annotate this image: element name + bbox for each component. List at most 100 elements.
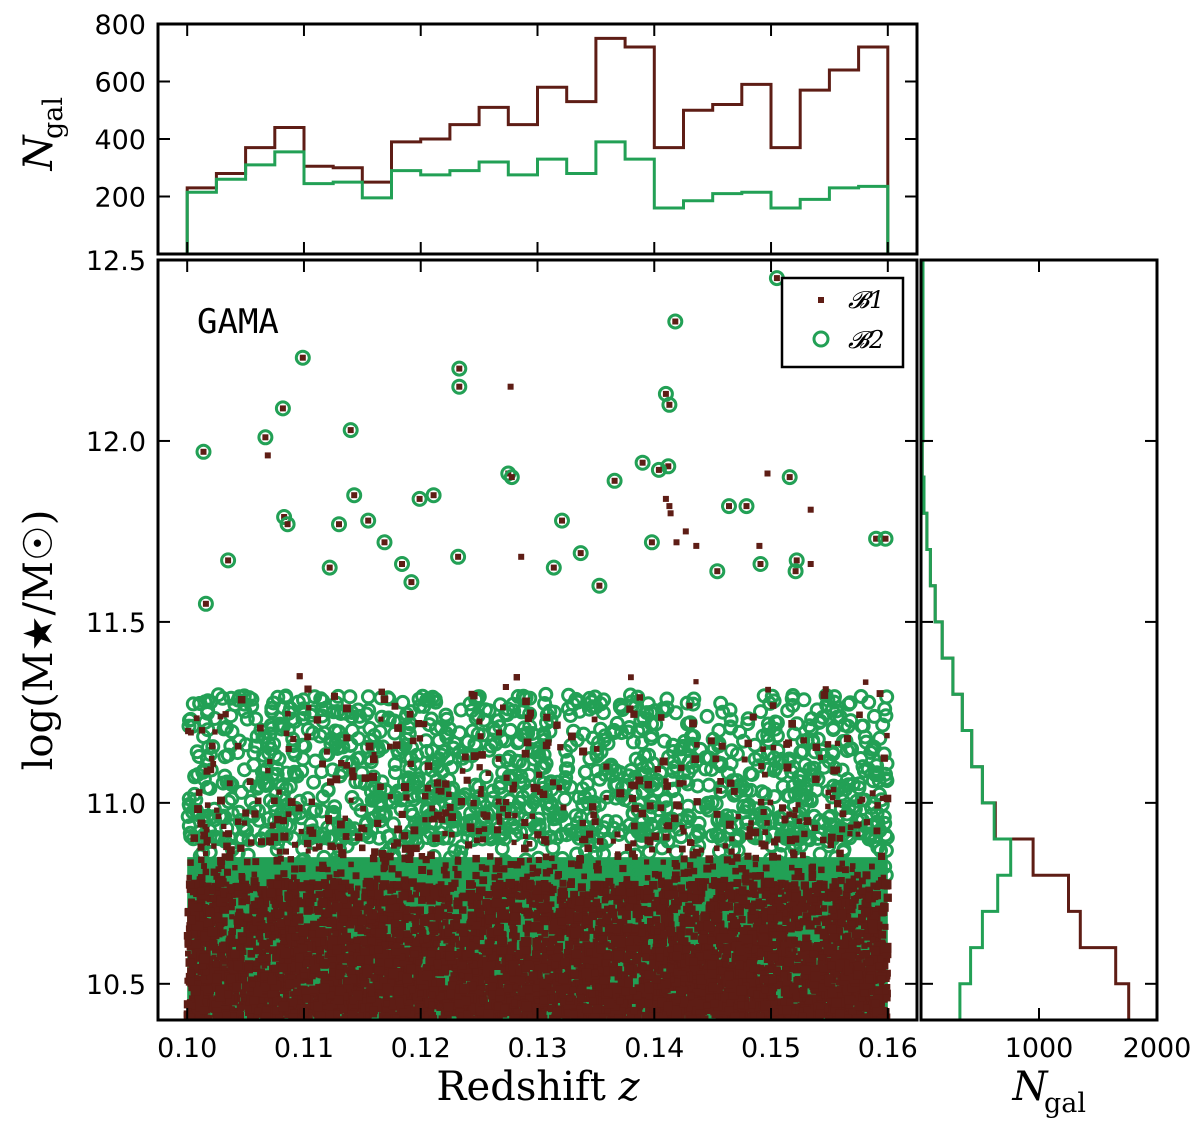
density-b2-marker: [842, 741, 858, 757]
density-b1-marker: [494, 857, 503, 865]
density-b1-marker: [553, 721, 561, 729]
density-b2-marker: [668, 705, 684, 721]
density-b2-marker: [274, 779, 290, 795]
density-b1-marker: [714, 845, 720, 852]
density-b1-marker: [496, 819, 503, 825]
density-b1-marker: [542, 869, 551, 877]
density-b2-marker: [606, 722, 622, 738]
density-b1-marker: [796, 818, 803, 824]
density-b2-marker: [447, 843, 463, 859]
density-b2-marker: [878, 827, 894, 843]
density-b2-marker: [594, 824, 610, 839]
density-b1-marker: [535, 856, 542, 863]
density-b2-marker: [625, 734, 641, 750]
density-b2-marker: [803, 721, 819, 737]
density-b1-marker: [855, 831, 861, 837]
density-b2-marker: [274, 721, 289, 737]
density-b2-marker: [786, 726, 802, 742]
density-b1-marker: [282, 848, 289, 855]
density-b1-marker: [693, 679, 699, 685]
density-b2-marker: [557, 791, 573, 807]
density-b1-marker: [818, 866, 825, 874]
density-b1-marker: [477, 790, 484, 797]
density-b1-marker: [770, 744, 777, 751]
density-b2-marker: [282, 818, 298, 834]
density-b1-marker: [834, 740, 841, 746]
density-b1-marker: [646, 802, 654, 810]
density-b2-marker: [531, 811, 547, 827]
main-scatter-panel: 0.10 0.11 0.12 0.13 0.14 0.15 0.1610.511.011.5…: [16, 246, 919, 1110]
density-b1-marker: [762, 771, 768, 778]
density-b2-marker: [501, 770, 517, 786]
density-b2-marker: [234, 784, 249, 800]
density-b1-marker: [378, 716, 384, 722]
density-b2-marker: [875, 717, 891, 733]
density-b2-marker: [592, 771, 608, 787]
density-b2-marker: [598, 761, 614, 777]
density-b1-marker: [869, 790, 876, 797]
density-b2-marker: [428, 721, 444, 737]
density-b1-marker: [638, 809, 647, 818]
density-b2-marker: [826, 694, 842, 710]
density-b1-marker: [461, 753, 469, 761]
top-y-tick-label: 400: [94, 125, 146, 156]
density-b2-marker: [865, 773, 881, 789]
density-b2-marker: [661, 749, 677, 765]
density-b1-marker: [762, 829, 768, 835]
density-b1-marker: [243, 858, 251, 866]
top-y-tick-label: 800: [94, 10, 146, 41]
density-b1-marker: [839, 826, 846, 833]
density-b1-marker: [842, 866, 849, 874]
density-b1-marker: [680, 855, 688, 863]
density-b1-marker: [394, 724, 402, 732]
density-b1-marker: [760, 746, 766, 752]
density-b2-marker: [595, 705, 611, 721]
density-b1-marker: [626, 705, 634, 713]
density-b2-marker: [797, 788, 813, 804]
density-b2-marker: [410, 774, 426, 790]
density-b2-marker: [381, 829, 397, 845]
density-b2-marker: [468, 777, 484, 793]
density-b2-marker: [740, 716, 756, 732]
density-b2-marker: [642, 778, 658, 794]
density-b1-marker: [369, 854, 378, 863]
density-b1-marker: [265, 767, 271, 774]
density-b1-marker: [472, 854, 480, 863]
density-b2-marker: [455, 750, 471, 766]
density-b1-marker: [352, 872, 360, 880]
density-b1-marker: [783, 740, 791, 748]
density-b1-marker: [728, 848, 735, 855]
density-b1-marker: [842, 890, 851, 899]
density-b1-marker: [543, 713, 551, 721]
top-histogram-ylabel: N gal: [16, 97, 69, 172]
density-b2-marker: [689, 753, 705, 769]
density-b2-marker: [878, 842, 894, 858]
density-b2-marker: [568, 691, 584, 707]
density-b2-marker: [374, 709, 390, 725]
density-b2-marker: [361, 829, 377, 845]
density-b1-marker: [686, 702, 693, 709]
density-b2-marker: [766, 763, 782, 778]
density-b1-marker: [406, 710, 414, 718]
density-b2-marker: [775, 779, 791, 795]
density-b2-marker: [699, 708, 715, 724]
density-b1-marker: [472, 871, 480, 880]
density-b1-marker: [343, 704, 351, 713]
density-b2-marker: [524, 726, 540, 741]
density-b2-marker: [723, 712, 739, 728]
density-b2-marker: [876, 809, 892, 825]
density-b1-marker: [433, 779, 442, 787]
density-b2-marker: [468, 710, 484, 726]
density-b2-marker: [577, 789, 593, 805]
top-histogram-plot-area: [185, 36, 890, 254]
density-b1-marker: [542, 853, 550, 861]
density-b1-marker: [581, 873, 587, 880]
density-b1-marker: [380, 695, 389, 703]
density-b1-marker: [211, 843, 217, 849]
density-b2-marker: [510, 735, 525, 751]
density-b2-marker: [286, 764, 302, 780]
density-b2-marker: [485, 783, 501, 799]
density-b1-marker: [839, 810, 847, 818]
density-b1-marker: [252, 858, 260, 866]
